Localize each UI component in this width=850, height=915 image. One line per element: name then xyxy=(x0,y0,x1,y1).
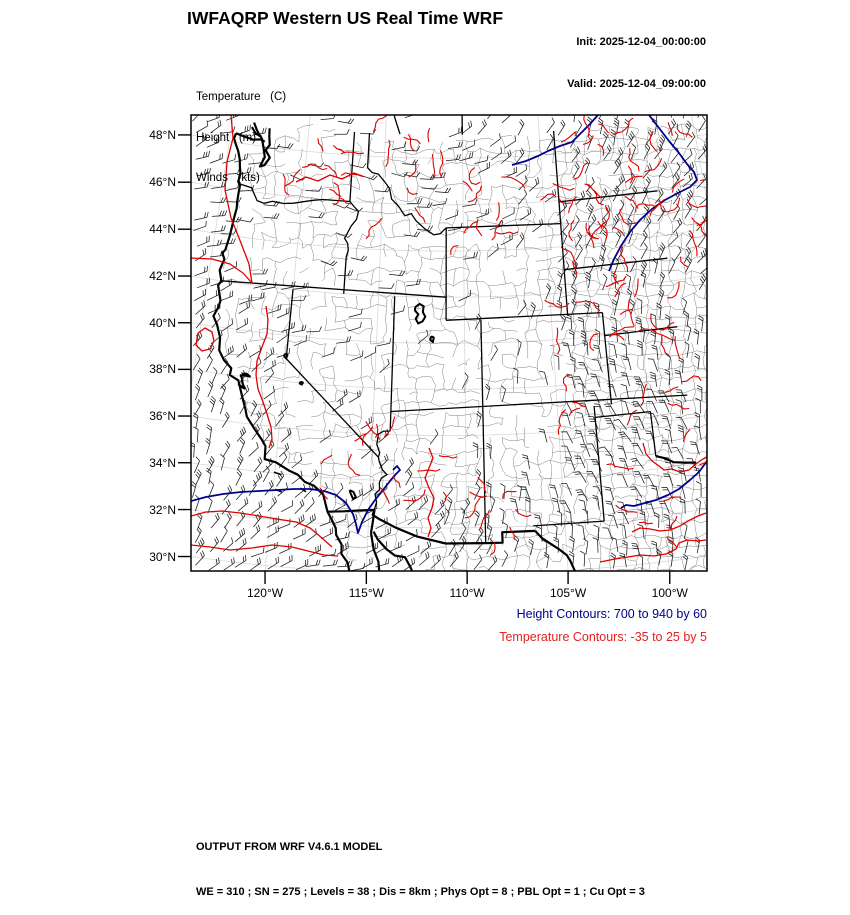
run-times: Init: 2025-12-04_00:00:00 Valid: 2025-12… xyxy=(567,7,706,105)
lon-tick-label: 110°W xyxy=(435,586,499,600)
lake-outline xyxy=(430,336,434,342)
legend-temperature: Temperature (C) xyxy=(196,91,286,105)
temperature-contour-note: Temperature Contours: -35 to 25 by 5 xyxy=(499,630,707,644)
lat-tick-label: 34°N xyxy=(118,456,176,470)
lake-outline xyxy=(284,354,287,359)
model-footer: OUTPUT FROM WRF V4.6.1 MODEL WE = 310 ; … xyxy=(196,810,645,915)
lat-tick-label: 30°N xyxy=(118,550,176,564)
lon-tick-label: 100°W xyxy=(638,586,702,600)
axis-ticks xyxy=(178,135,670,584)
valid-time: Valid: 2025-12-04_09:00:00 xyxy=(567,77,706,91)
state-border xyxy=(446,313,602,321)
state-border xyxy=(594,406,604,521)
lon-tick-label: 105°W xyxy=(536,586,600,600)
footer-model-line: OUTPUT FROM WRF V4.6.1 MODEL xyxy=(196,840,645,855)
footer-config-line: WE = 310 ; SN = 275 ; Levels = 38 ; Dis … xyxy=(196,885,645,900)
lon-tick-label: 120°W xyxy=(233,586,297,600)
lake-outline xyxy=(415,304,425,324)
lat-tick-label: 38°N xyxy=(118,362,176,376)
state-border xyxy=(393,103,400,134)
lat-tick-label: 42°N xyxy=(118,269,176,283)
lat-tick-label: 44°N xyxy=(118,222,176,236)
lake-outline xyxy=(350,490,356,499)
lat-tick-label: 36°N xyxy=(118,409,176,423)
lat-tick-label: 46°N xyxy=(118,175,176,189)
state-border xyxy=(221,281,446,297)
lat-tick-label: 32°N xyxy=(118,503,176,517)
lat-tick-label: 48°N xyxy=(118,128,176,142)
field-legend: Temperature (C) Height (m) Winds (kts) xyxy=(196,64,286,199)
coastline xyxy=(656,456,696,463)
state-border xyxy=(286,290,378,458)
temperature-contour xyxy=(191,511,332,547)
lat-tick-label: 40°N xyxy=(118,316,176,330)
temperature-contour xyxy=(425,448,434,537)
init-time: Init: 2025-12-04_00:00:00 xyxy=(567,35,706,49)
wrf-plot-page: { "header": { "title": "IWFAQRP Western … xyxy=(0,0,850,850)
legend-winds: Winds (kts) xyxy=(196,172,286,186)
lon-tick-label: 115°W xyxy=(334,586,398,600)
state-border xyxy=(559,191,658,202)
state-border xyxy=(481,320,486,543)
state-border xyxy=(368,133,447,235)
height-contour-note: Height Contours: 700 to 940 by 60 xyxy=(517,607,707,621)
legend-height: Height (m) xyxy=(196,132,286,146)
